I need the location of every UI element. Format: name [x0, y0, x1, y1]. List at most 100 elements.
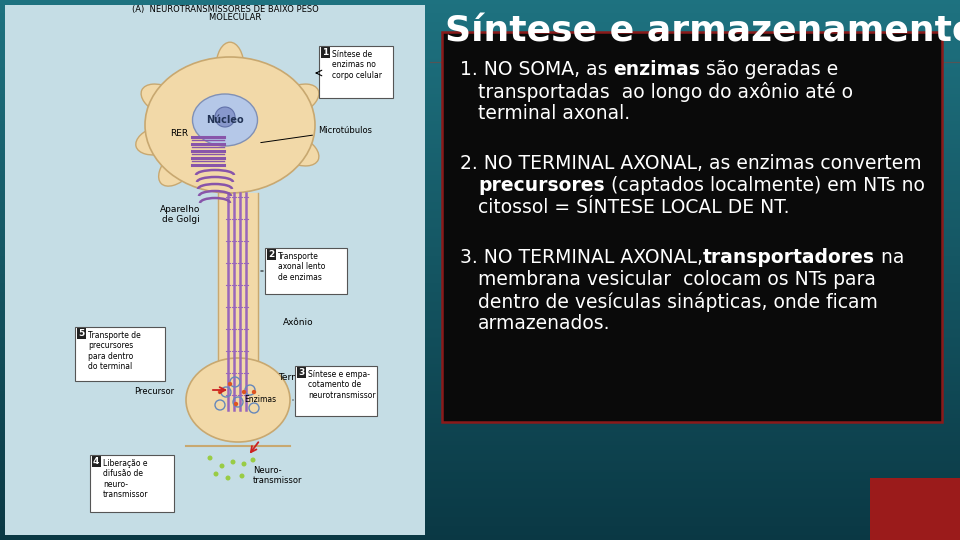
- Bar: [0, 147, 960, 150]
- Bar: [0, 410, 960, 412]
- Bar: [0, 69, 960, 70]
- FancyBboxPatch shape: [319, 46, 393, 98]
- Bar: [0, 455, 960, 457]
- Bar: [0, 155, 960, 157]
- Bar: [0, 160, 960, 162]
- Bar: [0, 468, 960, 470]
- Text: na: na: [875, 248, 904, 267]
- Bar: [0, 212, 960, 214]
- Bar: [0, 106, 960, 108]
- Bar: [0, 158, 960, 160]
- Bar: [0, 243, 960, 245]
- Bar: [0, 241, 960, 243]
- Text: precursores: precursores: [478, 176, 605, 195]
- Bar: [0, 200, 960, 201]
- Bar: [0, 536, 960, 538]
- Ellipse shape: [186, 358, 290, 442]
- Bar: [0, 504, 960, 506]
- Text: (A)  NEUROTRANSMISSORES DE BAIXO PESO: (A) NEUROTRANSMISSORES DE BAIXO PESO: [132, 5, 319, 14]
- Bar: [0, 185, 960, 187]
- Bar: [0, 347, 960, 349]
- Text: transportadores: transportadores: [703, 248, 875, 267]
- Bar: [0, 232, 960, 234]
- Circle shape: [226, 476, 230, 481]
- Bar: [0, 50, 960, 52]
- Text: Microtúbulos: Microtúbulos: [261, 126, 372, 143]
- Bar: [0, 448, 960, 450]
- Bar: [0, 238, 960, 239]
- Bar: [0, 320, 960, 322]
- Bar: [0, 113, 960, 115]
- Bar: [0, 123, 960, 124]
- Text: Transporte de
precursores
para dentro
do terminal: Transporte de precursores para dentro do…: [88, 331, 141, 371]
- Text: Liberação e
difusão de
neuro-
transmissor: Liberação e difusão de neuro- transmisso…: [103, 459, 149, 499]
- Bar: [0, 439, 960, 441]
- Bar: [0, 177, 960, 178]
- Bar: [0, 4, 960, 5]
- Bar: [0, 459, 960, 461]
- Bar: [0, 355, 960, 356]
- Bar: [0, 363, 960, 366]
- Ellipse shape: [272, 84, 319, 117]
- Bar: [0, 382, 960, 383]
- Bar: [0, 189, 960, 191]
- Bar: [0, 371, 960, 373]
- Bar: [0, 194, 960, 196]
- Bar: [0, 174, 960, 177]
- Bar: [0, 119, 960, 120]
- Bar: [0, 398, 960, 400]
- Bar: [0, 115, 960, 117]
- Bar: [0, 182, 960, 184]
- Bar: [0, 383, 960, 385]
- Bar: [0, 333, 960, 335]
- Text: Enzimas: Enzimas: [244, 395, 276, 404]
- Bar: [0, 146, 960, 147]
- Bar: [0, 277, 960, 279]
- Bar: [0, 474, 960, 475]
- Bar: [0, 304, 960, 306]
- Text: Aparelho
de Golgi: Aparelho de Golgi: [159, 205, 200, 225]
- Bar: [0, 204, 960, 205]
- Bar: [0, 151, 960, 153]
- Bar: [0, 452, 960, 454]
- Bar: [0, 385, 960, 387]
- Bar: [0, 38, 960, 39]
- Bar: [0, 405, 960, 407]
- Bar: [0, 351, 960, 353]
- Bar: [0, 117, 960, 119]
- Bar: [0, 178, 960, 180]
- Bar: [0, 535, 960, 536]
- Bar: [0, 302, 960, 304]
- Circle shape: [220, 463, 225, 469]
- Bar: [0, 93, 960, 96]
- Text: dentro de vesículas sinápticas, onde ficam: dentro de vesículas sinápticas, onde fic…: [478, 292, 877, 312]
- Text: citossol = SÍNTESE LOCAL DE NT.: citossol = SÍNTESE LOCAL DE NT.: [478, 198, 789, 217]
- Bar: [0, 297, 960, 299]
- Bar: [0, 342, 960, 344]
- Bar: [0, 378, 960, 380]
- Text: 1. NO SOMA, as: 1. NO SOMA, as: [460, 60, 613, 79]
- Bar: [0, 436, 960, 437]
- Bar: [0, 268, 960, 270]
- Bar: [0, 423, 960, 425]
- Bar: [0, 394, 960, 396]
- Bar: [0, 201, 960, 204]
- Bar: [0, 425, 960, 427]
- Bar: [0, 482, 960, 484]
- Bar: [0, 376, 960, 378]
- Bar: [0, 47, 960, 49]
- Bar: [0, 252, 960, 254]
- Bar: [0, 108, 960, 110]
- Bar: [0, 12, 960, 15]
- Bar: [0, 74, 960, 76]
- Bar: [0, 101, 960, 103]
- Bar: [0, 137, 960, 139]
- Bar: [0, 529, 960, 531]
- Bar: [0, 266, 960, 268]
- Text: 4: 4: [93, 457, 100, 466]
- Text: MOLECULAR: MOLECULAR: [188, 13, 262, 22]
- Bar: [0, 272, 960, 274]
- Bar: [0, 403, 960, 405]
- Bar: [0, 221, 960, 223]
- Bar: [0, 99, 960, 101]
